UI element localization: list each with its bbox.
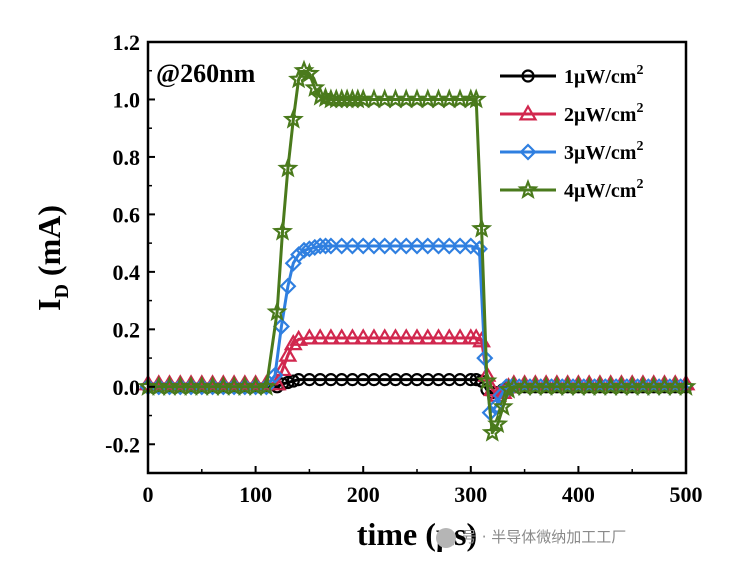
data-point-triangle xyxy=(343,328,362,345)
legend: 1μW/cm2 2μW/cm2 3μW/cm2 4μW/cm2 xyxy=(500,63,643,202)
data-point-triangle xyxy=(418,328,438,345)
legend-item: 1μW/cm2 xyxy=(500,63,643,88)
data-point-diamond xyxy=(316,237,335,255)
legend-item: 3μW/cm2 xyxy=(500,139,643,164)
data-point-triangle xyxy=(283,334,303,351)
data-point-diamond xyxy=(266,366,284,384)
data-point-triangle xyxy=(429,328,448,345)
y-axis-title-sub: D xyxy=(51,284,73,298)
x-tick-label: 200 xyxy=(347,482,380,507)
x-tick-label: 0 xyxy=(143,482,154,507)
watermark: 号 · 半导体微纳加工工厂 xyxy=(436,526,626,548)
data-point-star xyxy=(314,86,337,108)
data-point-star xyxy=(271,220,294,241)
legend-marker-circle xyxy=(521,69,535,83)
data-point-triangle xyxy=(310,328,330,345)
data-point-triangle xyxy=(278,345,298,362)
data-point-diamond xyxy=(290,246,308,264)
data-point-star xyxy=(298,62,320,83)
legend-label: 2μW/cm2 xyxy=(564,101,643,126)
y-axis-title-unit: (mA) xyxy=(31,205,67,284)
watermark-text: 号 · 半导体微纳加工工厂 xyxy=(462,528,627,546)
ticks-layer: 0 100 200 300 400 500 -0.2 0.0 0.2 0.4 0.6 0.8 1.0 1.… xyxy=(105,30,702,507)
data-point-star xyxy=(304,76,326,97)
data-point-triangle xyxy=(353,328,373,345)
y-tick-label: 1.0 xyxy=(113,87,141,112)
y-tick-label: 0.2 xyxy=(113,317,141,342)
data-point-diamond xyxy=(279,277,297,295)
data-point-triangle xyxy=(267,374,287,391)
x-axis-title: time (μs) xyxy=(357,516,477,552)
data-point-star xyxy=(277,157,299,178)
data-point-star xyxy=(476,370,498,390)
data-point-diamond xyxy=(470,240,488,258)
data-point-star xyxy=(347,88,369,109)
data-point-star xyxy=(481,421,503,442)
data-point-star xyxy=(288,68,310,89)
series-4 xyxy=(137,59,697,442)
data-point-star xyxy=(465,88,487,109)
x-tick-label: 100 xyxy=(239,482,272,507)
data-point-diamond xyxy=(462,237,480,255)
x-tick-label: 400 xyxy=(562,482,595,507)
data-point-triangle xyxy=(396,328,416,345)
legend-marker-diamond xyxy=(519,143,537,161)
data-point-star xyxy=(460,88,482,109)
x-tick-label: 500 xyxy=(670,482,703,507)
data-point-diamond xyxy=(476,349,494,367)
y-tick-label: 0.4 xyxy=(113,260,141,285)
y-tick-label: 0.0 xyxy=(113,375,141,400)
legend-marker-triangle xyxy=(518,104,538,121)
data-point-star xyxy=(255,375,277,396)
legend-label: 4μW/cm2 xyxy=(564,177,643,202)
legend-item: 2μW/cm2 xyxy=(500,101,643,126)
data-point-star xyxy=(266,301,288,322)
data-point-star xyxy=(282,108,304,129)
data-point-triangle xyxy=(289,329,309,346)
legend-item: 4μW/cm2 xyxy=(500,177,643,202)
data-point-triangle xyxy=(364,328,384,345)
data-point-star xyxy=(471,217,493,238)
y-tick-label: -0.2 xyxy=(105,432,140,457)
data-point-triangle xyxy=(386,328,405,345)
legend-marker-star xyxy=(517,178,539,200)
data-point-triangle xyxy=(407,328,427,345)
data-point-triangle xyxy=(439,328,459,345)
data-point-triangle xyxy=(375,328,395,345)
data-point-triangle xyxy=(321,328,341,345)
y-tick-label: 0.6 xyxy=(113,202,141,227)
x-tick-label: 300 xyxy=(454,482,487,507)
data-point-triangle xyxy=(450,328,470,345)
y-tick-label: 0.8 xyxy=(113,145,141,170)
legend-label: 3μW/cm2 xyxy=(564,139,643,164)
data-point-star xyxy=(492,395,514,416)
watermark-logo-icon xyxy=(436,527,456,548)
y-axis-title: ID (mA) xyxy=(31,205,73,311)
data-point-star xyxy=(487,413,509,434)
y-axis-title-main: I xyxy=(31,299,67,311)
wavelength-annotation: @260nm xyxy=(156,59,256,88)
series-layer xyxy=(137,59,697,442)
data-point-triangle xyxy=(332,328,352,345)
y-tick-label: 1.2 xyxy=(113,30,141,55)
data-point-triangle xyxy=(299,328,319,345)
legend-label: 1μW/cm2 xyxy=(564,63,643,88)
data-point-circle xyxy=(286,374,300,388)
